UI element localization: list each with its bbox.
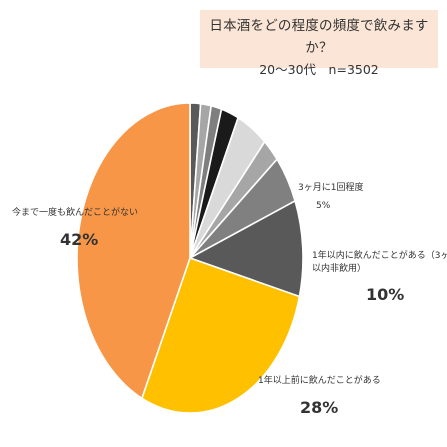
pie-slice-9 [140, 256, 301, 414]
pie-slice-8 [188, 199, 304, 298]
chart-title-box: 日本酒をどの程度の頻度で飲みますか？ 20～30代 n=3502 [200, 10, 438, 77]
slice-pct-9: 28% [300, 398, 338, 417]
pie-slice-10 [76, 102, 191, 400]
chart-title: 日本酒をどの程度の頻度で飲みますか？ [209, 18, 429, 56]
chart-subtitle: 20～30代 n=3502 [259, 62, 379, 77]
pie-slices [76, 102, 304, 414]
slice-label-10: 今まで一度も飲んだことがない [12, 206, 138, 218]
slice-label-8-line-1: 1年以内に飲んだことがある（3ヶ月 [312, 249, 447, 261]
slice-label-7: 3ヶ月に1回程度 [298, 181, 363, 193]
slice-pct-10: 42% [60, 230, 98, 249]
slice-pct-7: 5% [316, 201, 331, 211]
slice-label-9: 1年以上前に飲んだことがある [258, 374, 381, 386]
slice-pct-8: 10% [366, 285, 404, 304]
slice-label-8-line-2: 以内非飲用） [312, 262, 366, 274]
